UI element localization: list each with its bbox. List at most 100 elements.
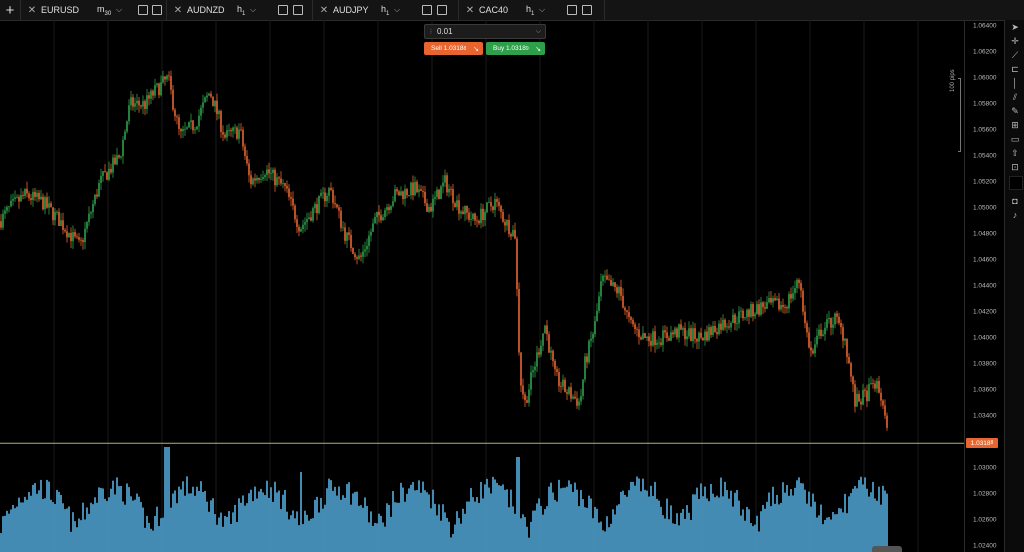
price-chart[interactable]	[0, 20, 964, 552]
candle-body	[310, 217, 312, 221]
candle-body	[700, 332, 702, 338]
candle-body	[674, 328, 676, 335]
volume-bar	[716, 495, 718, 552]
volume-bar	[854, 486, 856, 552]
candle-body	[382, 217, 384, 221]
volume-bar	[222, 526, 224, 552]
candle-body	[68, 232, 70, 238]
tab-audnzd[interactable]: ✕ AUDNZD h1 ⌵	[167, 0, 313, 20]
volume-bar	[172, 493, 174, 552]
popout-icon[interactable]	[293, 5, 303, 15]
quantity-input[interactable]: ⁝ 0.01 ⌵	[424, 24, 546, 39]
chevron-down-icon[interactable]: ⌵	[535, 27, 541, 35]
volume-bar	[842, 512, 844, 552]
timeframe-selector[interactable]: h1	[381, 4, 389, 17]
buy-button[interactable]: Buy 1.0318 9 ↘	[486, 42, 545, 55]
candle-body	[314, 204, 316, 209]
vertical-line-icon[interactable]: │	[1012, 78, 1018, 88]
volume-bar	[328, 478, 330, 552]
volume-bar	[632, 481, 634, 552]
candle-body	[264, 175, 266, 178]
popout-icon[interactable]	[152, 5, 162, 15]
candle-body	[866, 390, 868, 402]
timeframe-selector[interactable]: h1	[237, 4, 245, 17]
volume-bar	[294, 518, 296, 552]
candle-body	[804, 311, 806, 324]
price-tick-label: 1.05400	[973, 152, 997, 160]
volume-bar	[788, 495, 790, 552]
candle-body	[374, 217, 376, 224]
volume-bar	[808, 491, 810, 552]
alert-bell-icon[interactable]: ♪	[1012, 210, 1018, 220]
close-tab-icon[interactable]: ✕	[27, 4, 37, 16]
popout-icon[interactable]	[582, 5, 592, 15]
candle-body	[530, 372, 532, 390]
close-tab-icon[interactable]: ✕	[173, 4, 183, 16]
channel-icon[interactable]: ⫽	[1012, 92, 1017, 102]
volume-bar	[292, 510, 294, 552]
volume-bar	[24, 496, 26, 552]
candle-body	[210, 93, 212, 97]
draw-tool-icon[interactable]	[567, 5, 577, 15]
volume-bar	[204, 490, 206, 552]
candle-body	[110, 168, 112, 173]
price-axis[interactable]: 1.06400 1.06200 1.06000 1.05800 1.05600 1.054…	[964, 20, 1001, 552]
volume-bar	[344, 497, 346, 552]
close-tab-icon[interactable]: ✕	[319, 4, 329, 16]
volume-bar	[772, 486, 774, 552]
close-tab-icon[interactable]: ✕	[465, 4, 475, 16]
draw-tool-icon[interactable]	[138, 5, 148, 15]
crosshair-icon[interactable]: ✛	[1011, 36, 1019, 46]
chevron-down-icon[interactable]: ⌵	[116, 5, 123, 14]
popout-icon[interactable]	[437, 5, 447, 15]
tab-audjpy[interactable]: ✕ AUDJPY h1 ⌵	[313, 0, 459, 20]
volume-bar	[728, 498, 730, 552]
trend-line-icon[interactable]: ⟋	[1011, 50, 1019, 60]
fibonacci-icon[interactable]: ⊏	[1011, 64, 1019, 74]
candle-body	[254, 178, 256, 181]
candle-body	[466, 205, 468, 213]
chart-grid	[53, 20, 919, 552]
pattern-icon[interactable]: ⊞	[1011, 120, 1019, 130]
color-swatch-icon[interactable]	[1009, 176, 1023, 190]
candle-body	[512, 230, 514, 237]
volume-bar	[484, 484, 486, 552]
candle-body	[788, 294, 790, 309]
chevron-down-icon[interactable]: ⌵	[394, 5, 401, 14]
chevron-down-icon[interactable]: ⌵	[250, 5, 257, 14]
volume-bar	[488, 487, 490, 552]
pencil-icon[interactable]: ✎	[1011, 106, 1019, 116]
sell-button[interactable]: Sell 1.0318 8 ↘	[424, 42, 483, 55]
volume-bar	[124, 504, 126, 552]
add-tab-button[interactable]: +	[0, 0, 21, 20]
volume-bar	[184, 495, 186, 552]
tab-cac40[interactable]: ✕ CAC40 h1 ⌵	[459, 0, 605, 20]
volume-bar	[544, 509, 546, 552]
candle-body	[130, 97, 132, 106]
draw-tool-icon[interactable]	[278, 5, 288, 15]
screenshot-icon[interactable]: ◘	[1012, 196, 1018, 206]
chevron-down-icon[interactable]: ⌵	[539, 5, 546, 14]
volume-bar	[366, 505, 368, 552]
volume-bar	[154, 515, 156, 552]
candle-body	[30, 198, 32, 201]
cursor-icon[interactable]: ➤	[1011, 22, 1019, 32]
shapes-icon[interactable]: ⇧	[1011, 148, 1019, 158]
drag-handle-icon[interactable]: ⁝	[429, 28, 433, 36]
volume-bar	[640, 491, 642, 552]
timeframe-selector[interactable]: h1	[526, 4, 534, 17]
tab-eurusd[interactable]: ✕ EURUSD m30 ⌵	[21, 0, 167, 20]
volume-bar	[694, 494, 696, 552]
volume-bar	[612, 509, 614, 552]
volume-bar	[66, 508, 68, 552]
candle-body	[92, 203, 94, 213]
price-tick-label: 1.02400	[973, 542, 997, 549]
volume-bar	[178, 486, 180, 552]
candle-body	[42, 196, 44, 210]
draw-tool-icon[interactable]	[422, 5, 432, 15]
timeframe-selector[interactable]: m30	[97, 4, 111, 17]
candle-body	[194, 129, 196, 131]
rectangle-icon[interactable]: ▭	[1010, 134, 1020, 144]
volume-bar	[570, 484, 572, 552]
measure-icon[interactable]: ⊡	[1011, 162, 1019, 172]
